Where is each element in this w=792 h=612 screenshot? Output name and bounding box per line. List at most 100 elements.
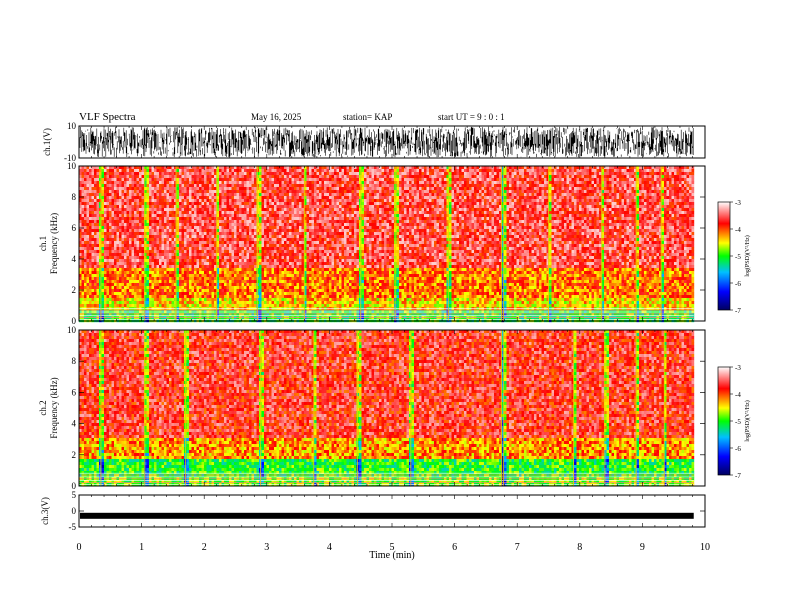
ch1-spec-cell (489, 187, 492, 190)
ch1-spec-cell (154, 190, 157, 193)
ch1-spec-cell (444, 211, 447, 214)
ch1-spec-cell (522, 184, 525, 187)
ch1-spec-cell (357, 181, 360, 184)
ch1-spec-cell (402, 202, 405, 205)
ch1-spec-cell (587, 187, 590, 190)
ch1-spec-cell (222, 181, 225, 184)
ch1-spec-cell (187, 169, 190, 172)
ch1-spec-cell (407, 211, 410, 214)
ch1-spec-cell (97, 169, 100, 172)
ch1-spec-cell (692, 217, 695, 220)
ch1-spec-cell (114, 187, 117, 190)
ch1-spec-cell (159, 205, 162, 208)
ch1-spec-cell (314, 169, 317, 172)
ch1-spec-cell (192, 214, 195, 217)
ch1-spec-cell (684, 205, 687, 208)
ch1-spec-cell (239, 193, 242, 196)
ch1-spec-cell (592, 208, 595, 211)
ch1-spec-cell (94, 202, 97, 205)
ch1-spec-cell (202, 202, 205, 205)
ch1-spec-cell (404, 193, 407, 196)
ch1-spec-cell (492, 214, 495, 217)
ch1-spec-cell (379, 187, 382, 190)
ch1-spec-cell (302, 223, 305, 226)
ch1-spec-cell (269, 196, 272, 199)
ch1-spec-cell (94, 208, 97, 211)
ch1-spec-cell (337, 175, 340, 178)
ch1-spec-cell (157, 193, 160, 196)
ch1-spec-cell (374, 181, 377, 184)
ch1-spec-cell (494, 172, 497, 175)
ch1-spec-cell (539, 223, 542, 226)
ch1-spec-cell (199, 193, 202, 196)
ch1-spec-cell (549, 211, 552, 214)
ch1-spec-cell (177, 199, 180, 202)
ch1-spec-cell (377, 169, 380, 172)
ch1-spec-cell (399, 211, 402, 214)
ch1-spec-cell (89, 211, 92, 214)
ch1-spec-cell (267, 178, 270, 181)
ch1-spec-cell (692, 169, 695, 172)
ch1-spec-cell (412, 208, 415, 211)
ch1-spec-cell (229, 178, 232, 181)
ch1-spec-cell (309, 184, 312, 187)
ch1-spec-cell (314, 181, 317, 184)
ch1-spec-cell (247, 199, 250, 202)
ch1-spec-cell (589, 181, 592, 184)
ch1-spec-cell (617, 181, 620, 184)
ch1-spec-cell (297, 175, 300, 178)
ch1-spec-cell (97, 214, 100, 217)
ch1-spec-cell (557, 217, 560, 220)
ch1-spec-cell (572, 181, 575, 184)
ch1-spec-cell (472, 187, 475, 190)
ch1-spec-cell (92, 169, 95, 172)
ch1-spec-cell (584, 172, 587, 175)
ch1-spec-cell (317, 187, 320, 190)
ch1-spec-cell (87, 178, 90, 181)
ch1-spec-cell (154, 217, 157, 220)
ch1-spec-cell (679, 193, 682, 196)
ch1-spec-cell (472, 220, 475, 223)
ch1-spec-cell (309, 178, 312, 181)
ch1-spec-cell (204, 199, 207, 202)
ch1-spec-cell (532, 214, 535, 217)
ch1-spec-cell (339, 178, 342, 181)
ch1-spec-cell (104, 217, 107, 220)
ch1-spec-cell (197, 184, 200, 187)
ch1-spec-cell (352, 199, 355, 202)
ch1-spec-cell (137, 202, 140, 205)
ch1-spec-cell (504, 214, 507, 217)
ch1-spec-cell (407, 202, 410, 205)
ch1-spec-cell (169, 205, 172, 208)
ch1-spec-cell (229, 220, 232, 223)
ch1-spec-cell (319, 199, 322, 202)
ch1-spec-cell (114, 190, 117, 193)
ch1-spec-cell (449, 193, 452, 196)
ch1-spec-cell (452, 172, 455, 175)
ch1-spec-cell (444, 202, 447, 205)
ch1-spec-cell (437, 169, 440, 172)
ch1-spec-cell (492, 187, 495, 190)
ch1-spec-cell (567, 202, 570, 205)
ch1-spec-cell (87, 190, 90, 193)
ch1-spec-cell (674, 199, 677, 202)
ch1-spec-cell (272, 199, 275, 202)
ch1-spec-cell (372, 211, 375, 214)
ch1-spec-cell (259, 202, 262, 205)
ch1-spec-cell (369, 196, 372, 199)
ch1-spec-cell (632, 190, 635, 193)
ch1-spec-cell (317, 220, 320, 223)
ch1-spec-cell (189, 220, 192, 223)
ch1-spec-cell (422, 211, 425, 214)
ch1-spec-cell (429, 169, 432, 172)
ch1-spec-cell (389, 172, 392, 175)
ch1-spec-cell (252, 193, 255, 196)
ch1-spec-cell (557, 187, 560, 190)
ch1-spec-cell (209, 175, 212, 178)
ch1-spec-cell (307, 220, 310, 223)
ch1-spec-cell (567, 190, 570, 193)
ch1-spec-cell (282, 205, 285, 208)
ch1-spec-cell (207, 199, 210, 202)
ch1-spec-cell (627, 205, 630, 208)
ch1-spec-cell (159, 193, 162, 196)
